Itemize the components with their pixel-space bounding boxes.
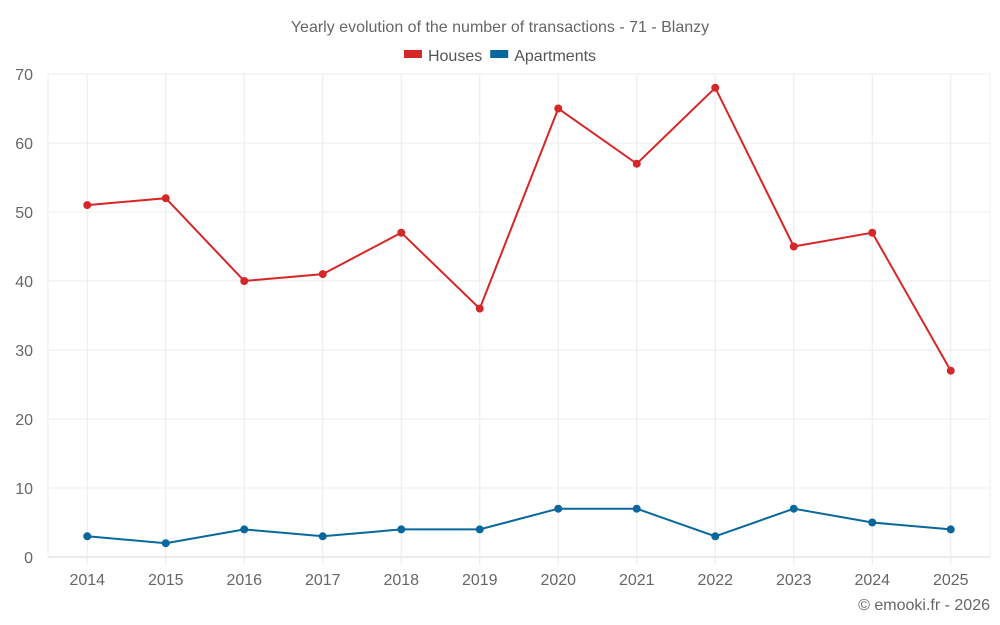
data-point[interactable] (240, 277, 249, 285)
x-tick-label: 2021 (619, 572, 655, 589)
y-tick-label: 10 (15, 481, 33, 498)
x-tick-label: 2014 (69, 572, 105, 589)
x-tick-label: 2015 (148, 572, 184, 589)
y-tick-label: 40 (15, 274, 33, 291)
legend-item-apartments[interactable]: Apartments (490, 48, 596, 65)
legend-swatch (490, 50, 509, 58)
x-tick-label: 2017 (305, 572, 341, 589)
y-tick-label: 0 (24, 550, 33, 567)
data-point[interactable] (789, 242, 798, 251)
x-tick-label: 2024 (854, 572, 890, 589)
data-point[interactable] (554, 104, 563, 113)
x-tick-label: 2022 (697, 572, 733, 589)
x-tick-label: 2016 (226, 572, 262, 589)
series-group (83, 83, 955, 548)
x-tick-label: 2019 (462, 572, 498, 589)
data-point[interactable] (475, 525, 484, 534)
series-line (87, 507, 951, 545)
data-point[interactable] (868, 228, 877, 237)
y-tick-label: 20 (15, 412, 33, 429)
data-point[interactable] (397, 228, 406, 237)
data-point[interactable] (632, 159, 641, 168)
data-point[interactable] (711, 532, 720, 541)
series-houses (83, 83, 955, 375)
data-point[interactable] (240, 525, 249, 534)
data-point[interactable] (318, 270, 327, 279)
data-point[interactable] (789, 504, 798, 513)
legend: Houses Apartments (403, 48, 596, 65)
data-point[interactable] (632, 504, 641, 513)
credit-text: © emooki.fr - 2026 (858, 597, 990, 614)
series-apartments (83, 504, 955, 548)
legend-swatch (403, 50, 422, 58)
data-point[interactable] (711, 83, 720, 92)
y-tick-label: 70 (15, 67, 33, 84)
x-tick-label: 2020 (540, 572, 576, 589)
data-point[interactable] (83, 532, 92, 541)
data-point[interactable] (161, 539, 170, 548)
data-point[interactable] (397, 525, 406, 534)
legend-label: Houses (428, 48, 482, 65)
y-tick-label: 30 (15, 343, 33, 360)
x-tick-label: 2025 (933, 572, 969, 589)
data-point[interactable] (475, 304, 484, 313)
data-point[interactable] (83, 201, 92, 210)
x-axis: 2014 2015 2016 2017 2018 2019 2020 2021 2022 2023… (69, 572, 968, 589)
legend-item-houses[interactable]: Houses (403, 48, 482, 65)
gridlines (47, 73, 991, 565)
legend-label: Apartments (514, 48, 596, 65)
y-axis: 0 10 20 30 40 50 60 70 (15, 67, 33, 567)
data-point[interactable] (554, 504, 563, 513)
y-tick-label: 60 (15, 136, 33, 153)
x-tick-label: 2023 (776, 572, 812, 589)
series-line (87, 86, 952, 372)
chart-title: Yearly evolution of the number of transa… (291, 19, 709, 36)
y-tick-label: 50 (15, 205, 33, 222)
data-point[interactable] (161, 194, 170, 203)
data-point[interactable] (946, 366, 955, 375)
data-point[interactable] (318, 532, 327, 541)
x-tick-label: 2018 (383, 572, 419, 589)
data-point[interactable] (868, 518, 877, 527)
data-point[interactable] (946, 525, 955, 534)
